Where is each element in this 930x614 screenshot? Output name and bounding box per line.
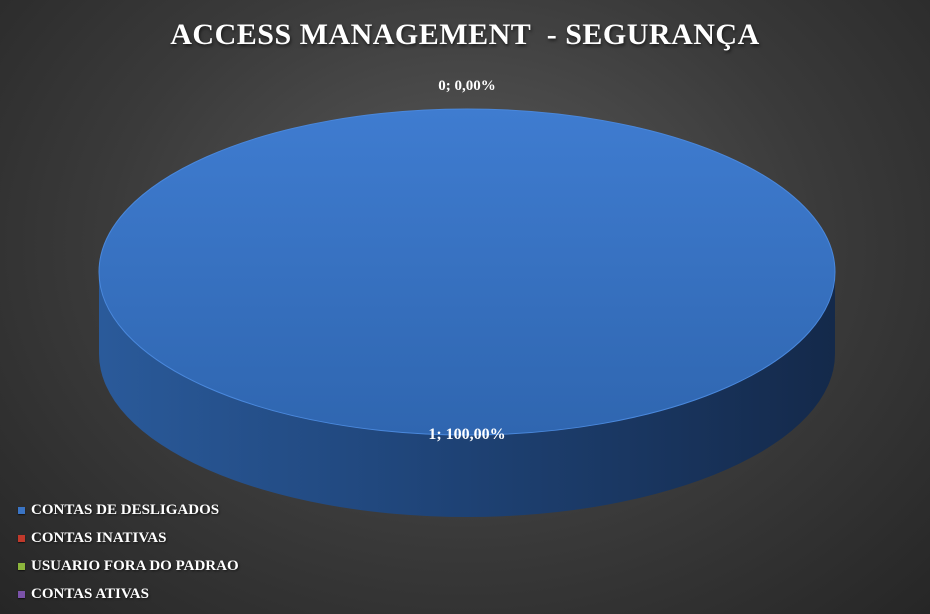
data-label-zero: 0; 0,00% [438,78,496,94]
legend-label: CONTAS ATIVAS [31,585,149,602]
legend-label: USUARIO FORA DO PADRAO [31,557,239,574]
data-label-full: 1; 100,00% [428,426,505,443]
legend-swatch [18,506,25,514]
pie-slice-side-contas-de-desligados [99,272,835,517]
legend-label: CONTAS INATIVAS [31,529,167,546]
chart-title: ACCESS MANAGEMENT - SEGURANÇA [170,18,760,51]
legend-item: USUARIO FORA DO PADRAO [18,552,239,580]
legend-swatch [18,562,25,570]
legend-item: CONTAS INATIVAS [18,524,239,552]
legend-item: CONTAS ATIVAS [18,580,239,608]
pie-slice-0 [98,108,836,436]
chart-legend: CONTAS DE DESLIGADOS CONTAS INATIVAS USUAR… [18,496,239,608]
legend-swatch [18,534,25,542]
legend-item: CONTAS DE DESLIGADOS [18,496,239,524]
legend-label: CONTAS DE DESLIGADOS [31,501,220,518]
legend-swatch [18,590,25,598]
